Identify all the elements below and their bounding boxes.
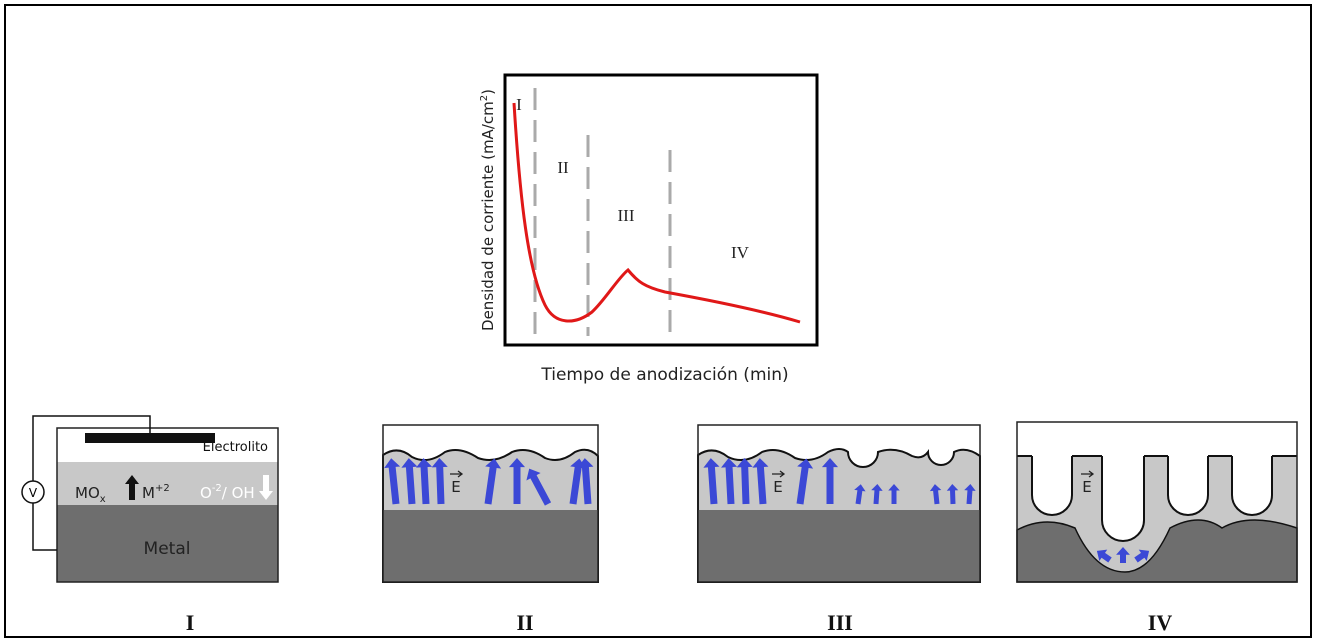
metal bbox=[1016, 519, 1298, 583]
panel-4: E bbox=[1016, 421, 1298, 583]
metal-label: Metal bbox=[144, 539, 191, 559]
field-arrow bbox=[577, 458, 594, 505]
x-axis-label: Tiempo de anodización (min) bbox=[540, 365, 788, 385]
field-arrow bbox=[821, 458, 839, 504]
anion-superscript: -2 bbox=[212, 483, 222, 494]
vector-arrow bbox=[772, 470, 786, 478]
graph-box bbox=[503, 73, 819, 347]
field-arrow bbox=[508, 458, 526, 504]
field-arrow bbox=[871, 484, 883, 505]
vector-arrow bbox=[1081, 470, 1095, 478]
field-arrow bbox=[1134, 549, 1150, 563]
field-arrow bbox=[964, 484, 976, 505]
field-arrow bbox=[526, 468, 552, 506]
pore bbox=[1101, 456, 1145, 542]
region-label: II bbox=[557, 158, 569, 177]
anion-label: O-2/ OH bbox=[200, 483, 255, 502]
phase-dividers bbox=[533, 88, 672, 336]
electrolyte-label: Electrolito bbox=[203, 440, 268, 455]
panel-label: IV bbox=[1148, 610, 1173, 635]
oxide-layer bbox=[57, 462, 278, 505]
ion-superscript: +2 bbox=[155, 483, 170, 494]
field-arrow bbox=[929, 484, 942, 505]
panel-1: V Electrolito MOx M+2 O-2/ OH Metal bbox=[21, 415, 279, 583]
field-arrow bbox=[946, 484, 959, 505]
oxide-base: MO bbox=[75, 484, 100, 502]
field-label: E bbox=[451, 478, 460, 496]
graph: I II III IV Densidad de corriente (mA/cm… bbox=[479, 73, 819, 385]
panel-label: I bbox=[186, 610, 195, 635]
field-arrow bbox=[854, 484, 866, 505]
field-arrow bbox=[703, 458, 720, 505]
region-label: III bbox=[618, 206, 635, 225]
anion-base: O bbox=[200, 484, 212, 502]
field-arrow bbox=[1096, 549, 1112, 563]
metal bbox=[57, 505, 278, 582]
field-arrows bbox=[384, 458, 594, 506]
field-arrow bbox=[796, 458, 814, 505]
ion-label: M+2 bbox=[142, 483, 170, 502]
panel-border bbox=[1016, 421, 1298, 583]
y-label-closing: ) bbox=[479, 89, 497, 95]
region-label: IV bbox=[731, 243, 750, 262]
field-arrow bbox=[736, 458, 753, 505]
metal bbox=[383, 510, 598, 582]
up-arrow bbox=[125, 475, 139, 500]
down-arrow bbox=[259, 475, 273, 500]
field-arrow bbox=[384, 458, 401, 505]
field-arrow bbox=[1116, 547, 1130, 563]
panel-border bbox=[56, 427, 279, 583]
pore bbox=[1167, 456, 1209, 516]
metal bbox=[698, 510, 980, 582]
panel-label: II bbox=[516, 610, 533, 635]
field-arrow bbox=[721, 458, 738, 505]
field-arrows bbox=[1096, 547, 1150, 563]
field-label: E bbox=[773, 478, 782, 496]
pore bbox=[1031, 456, 1073, 516]
electrode bbox=[85, 433, 215, 443]
wire bbox=[32, 415, 151, 551]
panel-3: E bbox=[697, 424, 981, 583]
pores bbox=[1031, 456, 1273, 542]
field-arrow bbox=[484, 458, 502, 505]
y-label-superscript: 2 bbox=[479, 95, 490, 101]
anion-rest: / OH bbox=[222, 484, 255, 502]
field-arrows bbox=[703, 458, 976, 505]
panel-label: III bbox=[827, 610, 853, 635]
field-arrow bbox=[416, 458, 433, 505]
panel-border bbox=[382, 424, 599, 583]
region-label: I bbox=[516, 95, 522, 114]
vector-arrow bbox=[450, 470, 464, 478]
panel-border bbox=[697, 424, 981, 583]
voltmeter-label: V bbox=[29, 486, 38, 500]
field-label: E bbox=[1082, 478, 1091, 496]
ion-base: M bbox=[142, 484, 155, 502]
oxide-label: MOx bbox=[75, 484, 106, 505]
oxide-subscript: x bbox=[100, 494, 106, 505]
current-curve bbox=[512, 102, 801, 324]
panel-2: E bbox=[382, 424, 599, 583]
voltmeter bbox=[21, 480, 45, 504]
field-arrow bbox=[888, 484, 900, 504]
pore bbox=[1231, 456, 1273, 516]
y-label-text: Densidad de corriente (mA/cm bbox=[479, 101, 497, 331]
field-arrow bbox=[752, 458, 769, 505]
field-arrow bbox=[401, 458, 418, 505]
field-arrow bbox=[431, 458, 448, 505]
y-axis-label: Densidad de corriente (mA/cm2) bbox=[479, 89, 497, 331]
field-arrow bbox=[569, 458, 587, 505]
